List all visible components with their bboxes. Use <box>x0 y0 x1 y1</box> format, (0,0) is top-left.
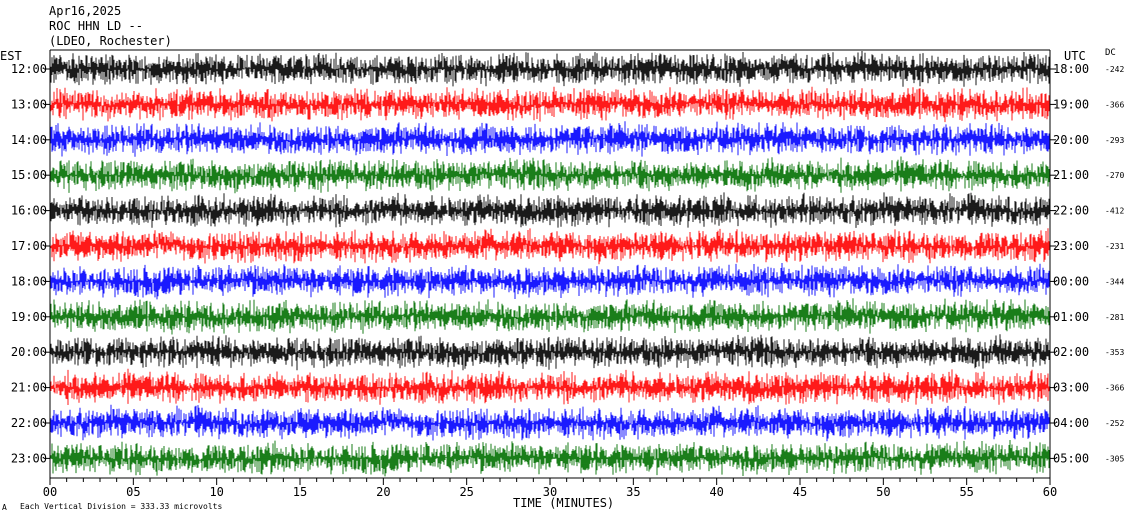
x-tick-label: 50 <box>876 485 890 499</box>
dc-offset-label: -353 <box>1105 348 1124 357</box>
trace-row-2000 <box>49 334 1051 371</box>
dc-offset-label: -412 <box>1105 207 1124 216</box>
x-tick-label: 20 <box>376 485 390 499</box>
utc-time-label: 00:00 <box>1053 274 1089 288</box>
dc-header-label: DC <box>1105 48 1116 58</box>
footer-scale-note: Each Vertical Division = 333.33 microvol… <box>20 502 223 511</box>
trace-row-1400 <box>49 121 1051 157</box>
trace-row-2300 <box>49 440 1051 477</box>
utc-time-label: 04:00 <box>1053 416 1089 430</box>
trace-row-2100 <box>49 368 1051 405</box>
left-timezone-label: EST <box>0 49 22 63</box>
right-timezone-label: UTC <box>1064 49 1086 63</box>
utc-time-label: 19:00 <box>1053 97 1089 111</box>
est-time-label: 16:00 <box>11 204 47 218</box>
trace-row-1600 <box>49 192 1051 228</box>
x-tick-label: 30 <box>543 485 557 499</box>
header-station: ROC HHN LD -- <box>49 19 143 33</box>
utc-time-label: 23:00 <box>1053 239 1089 253</box>
utc-time-label: 20:00 <box>1053 133 1089 147</box>
dc-offset-label: -293 <box>1105 136 1124 145</box>
est-time-label: 23:00 <box>11 451 47 465</box>
dc-offset-label: -305 <box>1105 454 1124 463</box>
dc-offset-label: -270 <box>1105 171 1124 180</box>
est-time-label: 17:00 <box>11 239 47 253</box>
trace-layer <box>49 51 1051 477</box>
est-time-label: 20:00 <box>11 345 47 359</box>
est-time-label: 19:00 <box>11 310 47 324</box>
est-time-label: 13:00 <box>11 97 47 111</box>
trace-row-1800 <box>49 263 1051 300</box>
dc-offset-label: -231 <box>1105 242 1124 251</box>
dc-offset-label: -344 <box>1105 277 1124 286</box>
x-tick-label: 55 <box>959 485 973 499</box>
header-location: (LDEO, Rochester) <box>49 34 172 48</box>
trace-row-2200 <box>49 404 1051 442</box>
est-time-label: 22:00 <box>11 416 47 430</box>
labels-layer: 12:00 18:00 -242 13:00 19:00 -366 14:00 20:00 -2… <box>11 62 1125 499</box>
dc-offset-label: -366 <box>1105 100 1124 109</box>
x-tick-label: 25 <box>459 485 473 499</box>
utc-time-label: 01:00 <box>1053 310 1089 324</box>
trace-row-1700 <box>49 228 1051 265</box>
footer-mark: A <box>2 503 7 512</box>
x-tick-label: 00 <box>43 485 57 499</box>
x-tick-label: 10 <box>209 485 223 499</box>
est-time-label: 14:00 <box>11 133 47 147</box>
utc-time-label: 22:00 <box>1053 204 1089 218</box>
x-tick-label: 35 <box>626 485 640 499</box>
dc-offset-label: -242 <box>1105 65 1124 74</box>
dc-offset-label: -252 <box>1105 419 1124 428</box>
trace-row-1900 <box>49 298 1051 335</box>
trace-row-1500 <box>49 156 1051 194</box>
x-tick-label: 05 <box>126 485 140 499</box>
x-tick-label: 60 <box>1043 485 1057 499</box>
x-tick-label: 40 <box>709 485 723 499</box>
dc-offset-label: -366 <box>1105 384 1124 393</box>
x-axis-title: TIME (MINUTES) <box>513 496 615 510</box>
utc-time-label: 18:00 <box>1053 62 1089 76</box>
header-date: Apr16,2025 <box>49 4 122 18</box>
utc-time-label: 21:00 <box>1053 168 1089 182</box>
trace-row-1300 <box>49 86 1051 123</box>
est-time-label: 18:00 <box>11 274 47 288</box>
est-time-label: 15:00 <box>11 168 47 182</box>
utc-time-label: 03:00 <box>1053 381 1089 395</box>
est-time-label: 21:00 <box>11 381 47 395</box>
dc-offset-label: -281 <box>1105 313 1124 322</box>
utc-time-label: 02:00 <box>1053 345 1089 359</box>
utc-time-label: 05:00 <box>1053 451 1089 465</box>
x-tick-label: 45 <box>793 485 807 499</box>
axes-layer <box>44 49 1056 485</box>
trace-row-1200 <box>49 51 1051 87</box>
x-tick-label: 15 <box>293 485 307 499</box>
est-time-label: 12:00 <box>11 62 47 76</box>
